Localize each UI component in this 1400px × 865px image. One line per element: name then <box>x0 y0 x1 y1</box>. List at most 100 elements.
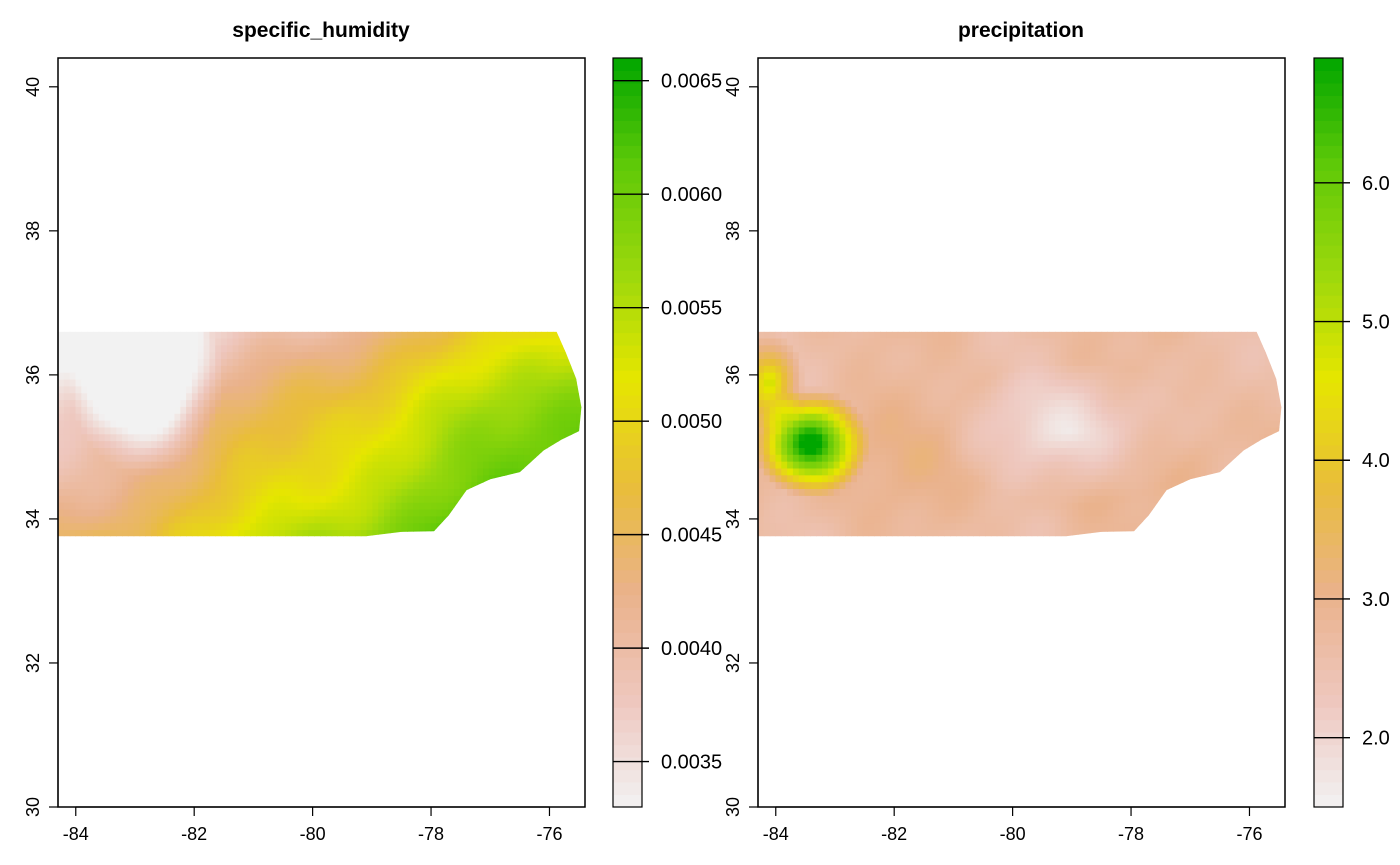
raster-cell <box>926 400 934 408</box>
raster-cell <box>442 509 449 517</box>
raster-cell <box>938 482 945 490</box>
raster-cell <box>308 461 315 470</box>
raster-cell <box>862 338 870 346</box>
raster-cell <box>1200 454 1207 463</box>
raster-cell <box>1054 441 1062 449</box>
raster-cell <box>226 447 234 456</box>
raster-cell <box>1270 447 1277 456</box>
raster-cell <box>122 489 129 497</box>
raster-cell <box>168 386 176 394</box>
raster-cell <box>465 509 473 517</box>
raster-cell <box>944 434 951 442</box>
raster-cell <box>331 338 339 346</box>
raster-cell <box>494 338 502 346</box>
raster-cell <box>827 482 835 490</box>
raster-cell <box>1002 352 1009 360</box>
raster-cell <box>1101 352 1108 360</box>
raster-cell <box>781 331 788 340</box>
raster-cell <box>1165 379 1173 388</box>
raster-cell <box>1177 489 1184 497</box>
raster-cell <box>816 427 823 435</box>
panel-title: specific_humidity <box>232 19 410 42</box>
raster-cell <box>244 338 251 346</box>
raster-cell <box>378 345 385 353</box>
raster-cell <box>209 359 216 367</box>
raster-cell <box>1153 365 1161 374</box>
raster-cell <box>448 406 455 415</box>
raster-cell <box>494 461 502 470</box>
raster-cell <box>564 400 571 408</box>
legend-swatch <box>613 457 642 471</box>
raster-cell <box>453 523 461 531</box>
raster-cell <box>535 509 542 517</box>
raster-cell <box>250 489 257 497</box>
raster-cell <box>279 502 286 511</box>
raster-cell <box>197 406 205 415</box>
raster-cell <box>430 447 438 456</box>
raster-cell <box>366 475 374 483</box>
raster-cell <box>349 413 356 422</box>
raster-cell <box>191 495 199 504</box>
raster-cell <box>1148 413 1155 422</box>
raster-cell <box>104 393 111 401</box>
raster-cell <box>1229 441 1237 449</box>
raster-cell <box>535 372 542 381</box>
raster-cell <box>419 420 426 429</box>
raster-cell <box>1165 386 1173 394</box>
raster-cell <box>868 420 876 429</box>
raster-cell <box>1177 482 1184 490</box>
raster-cell <box>354 372 362 381</box>
raster-cell <box>203 502 210 511</box>
raster-cell <box>1223 379 1231 388</box>
raster-cell <box>1153 413 1161 422</box>
raster-cell <box>926 461 934 470</box>
raster-cell <box>81 509 88 517</box>
raster-cell <box>87 352 94 360</box>
raster-cell <box>232 372 240 381</box>
raster-cell <box>897 359 905 367</box>
raster-cell <box>98 461 106 470</box>
raster-cell <box>564 331 571 340</box>
raster-cell <box>1148 331 1155 340</box>
raster-cell <box>255 454 263 463</box>
raster-cell <box>180 365 187 374</box>
raster-cell <box>174 434 181 442</box>
raster-cell <box>1014 489 1021 497</box>
raster-cell <box>215 523 222 531</box>
raster-cell <box>325 379 333 388</box>
raster-cell <box>903 331 910 340</box>
raster-cell <box>1072 434 1079 442</box>
raster-cell <box>1258 468 1266 476</box>
raster-cell <box>529 420 537 429</box>
raster-cell <box>238 482 245 490</box>
raster-cell <box>1078 434 1085 442</box>
raster-cell <box>1008 461 1015 470</box>
raster-cell <box>122 530 129 537</box>
raster-cell <box>1101 413 1108 422</box>
raster-cell <box>203 509 210 517</box>
raster-cell <box>58 393 65 401</box>
raster-cell <box>1258 331 1266 340</box>
raster-cell <box>477 441 484 449</box>
raster-cell <box>1235 372 1242 381</box>
raster-cell <box>1235 454 1242 463</box>
raster-cell <box>1066 434 1074 442</box>
raster-cell <box>967 420 975 429</box>
raster-cell <box>1229 386 1237 394</box>
raster-cell <box>862 365 870 374</box>
raster-cell <box>424 352 432 360</box>
raster-cell <box>1043 420 1050 429</box>
raster-cell <box>938 359 945 367</box>
raster-cell <box>1002 406 1009 415</box>
raster-cell <box>955 441 963 449</box>
raster-cell <box>419 482 426 490</box>
raster-cell <box>1276 379 1282 388</box>
raster-cell <box>1171 379 1178 388</box>
raster-cell <box>168 468 176 476</box>
raster-cell <box>290 393 298 401</box>
raster-cell <box>891 413 899 422</box>
raster-cell <box>133 509 141 517</box>
raster-cell <box>349 345 356 353</box>
raster-cell <box>63 461 71 470</box>
raster-cell <box>296 475 304 483</box>
